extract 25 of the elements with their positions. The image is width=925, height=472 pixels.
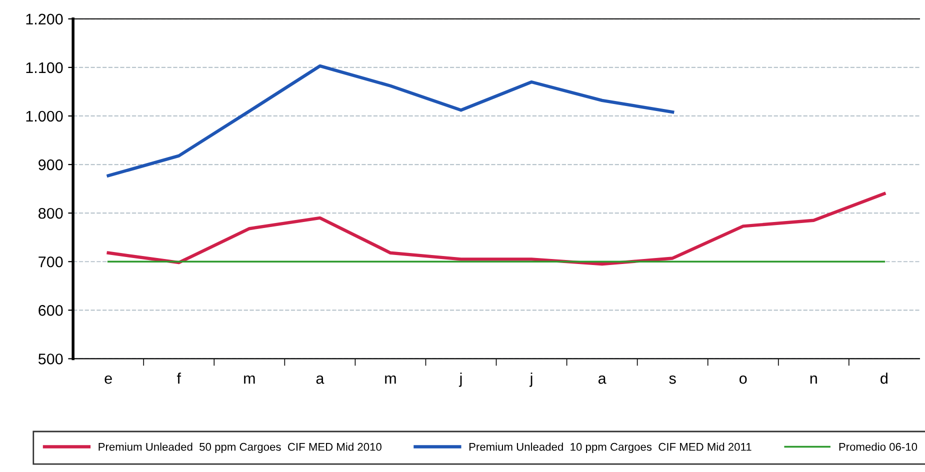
x-tick-label: m — [385, 375, 396, 384]
y-tick-label: 900 — [38, 159, 63, 170]
legend-label: Premium Unleaded 10 ppm Cargoes CIF MED Mid 2011 — [469, 442, 752, 453]
y-tick-label: 1.200 — [26, 14, 63, 25]
x-tick-label: n — [810, 375, 817, 384]
x-tick-label: j — [458, 372, 462, 387]
y-tick-label: 600 — [38, 305, 63, 316]
x-tick-label: o — [740, 375, 747, 384]
line-series — [106, 64, 674, 178]
x-tick-label: e — [104, 375, 112, 384]
legend-label: Premium Unleaded 50 ppm Cargoes CIF MED Mid 2010 — [98, 442, 382, 453]
x-tick-label: a — [598, 375, 606, 384]
x-tick-label: m — [244, 375, 255, 384]
y-tick-label: 700 — [38, 256, 63, 268]
x-tick-label: d — [880, 372, 888, 384]
x-tick-label: f — [176, 372, 182, 384]
legend-label: Promedio 06-10 — [839, 442, 918, 451]
x-tick-label: a — [316, 375, 324, 384]
x-tick-label: s — [669, 375, 676, 384]
x-tick-label: j — [529, 372, 532, 387]
y-tick-label: 800 — [38, 208, 63, 219]
y-tick-label: 500 — [38, 354, 63, 364]
y-tick-label: 1.100 — [26, 62, 63, 74]
y-tick-label: 1.000 — [26, 110, 63, 122]
line-series — [106, 192, 886, 266]
